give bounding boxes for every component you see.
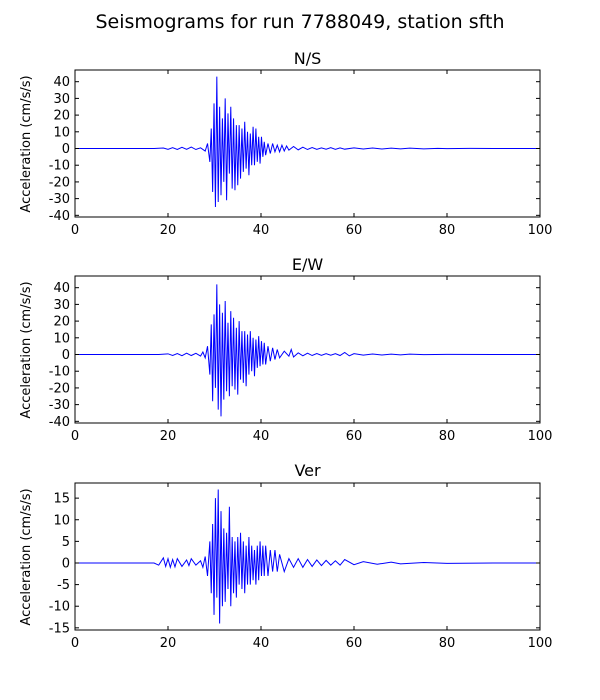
x-tick-label: 80 (439, 223, 456, 238)
x-tick-label: 100 (528, 429, 553, 444)
x-tick-label: 0 (71, 636, 79, 651)
y-tick-label: -40 (49, 415, 70, 430)
y-tick-label: -10 (49, 600, 70, 615)
figure-title: Seismograms for run 7788049, station sft… (96, 11, 505, 33)
x-tick-label: 60 (346, 636, 363, 651)
x-tick-label: 80 (439, 429, 456, 444)
y-tick-label: 40 (53, 75, 70, 90)
x-tick-label: 20 (160, 223, 177, 238)
y-tick-label: -40 (49, 209, 70, 224)
x-tick-label: 60 (346, 429, 363, 444)
x-tick-label: 100 (528, 636, 553, 651)
x-tick-label: 20 (160, 429, 177, 444)
y-tick-label: 10 (53, 125, 70, 140)
y-tick-label: -10 (49, 365, 70, 380)
panel-title: N/S (294, 49, 322, 68)
plot-frame (74, 482, 541, 631)
x-tick-label: 20 (160, 636, 177, 651)
y-tick-label: -20 (49, 175, 70, 190)
panel-title: Ver (294, 461, 321, 480)
y-axis-label: Acceleration (cm/s/s) (19, 281, 34, 418)
y-tick-label: 30 (53, 298, 70, 313)
y-tick-label: 15 (53, 492, 70, 507)
panel-ew: E/W Acceleration (cm/s/s) 0 20 40 60 80 100-4… (19, 255, 552, 444)
x-tick-label: 80 (439, 636, 456, 651)
seismogram-trace (75, 489, 540, 624)
x-tick-label: 100 (528, 223, 553, 238)
x-tick-label: 0 (71, 223, 79, 238)
x-tick-label: 40 (253, 429, 270, 444)
y-tick-label: -20 (49, 381, 70, 396)
y-tick-label: -10 (49, 159, 70, 174)
y-tick-label: 40 (53, 281, 70, 296)
y-tick-label: 10 (53, 331, 70, 346)
x-tick-label: 40 (253, 636, 270, 651)
y-axis-label: Acceleration (cm/s/s) (19, 488, 34, 625)
plot-frame (74, 69, 541, 218)
panel-ver: Ver Acceleration (cm/s/s) 0 20 40 60 80 100-1… (19, 461, 552, 651)
y-tick-label: 5 (62, 535, 70, 550)
y-tick-label: 20 (53, 315, 70, 330)
y-tick-label: 30 (53, 92, 70, 107)
y-tick-label: -15 (49, 621, 70, 636)
y-tick-label: -5 (57, 578, 70, 593)
y-tick-label: 0 (62, 142, 70, 157)
y-tick-label: 20 (53, 109, 70, 124)
seismogram-trace (75, 76, 540, 207)
y-axis-label: Acceleration (cm/s/s) (19, 75, 34, 212)
seismogram-trace (75, 284, 540, 417)
y-tick-label: -30 (49, 192, 70, 207)
x-tick-label: 60 (346, 223, 363, 238)
plot-frame (74, 275, 541, 424)
y-tick-label: 10 (53, 513, 70, 528)
y-tick-label: 0 (62, 556, 70, 571)
x-tick-label: 40 (253, 223, 270, 238)
y-tick-label: 0 (62, 348, 70, 363)
panel-ns: N/S Acceleration (cm/s/s) 0 20 40 60 80 100-4… (19, 49, 552, 238)
y-tick-label: -30 (49, 398, 70, 413)
panel-title: E/W (292, 255, 324, 274)
x-tick-label: 0 (71, 429, 79, 444)
